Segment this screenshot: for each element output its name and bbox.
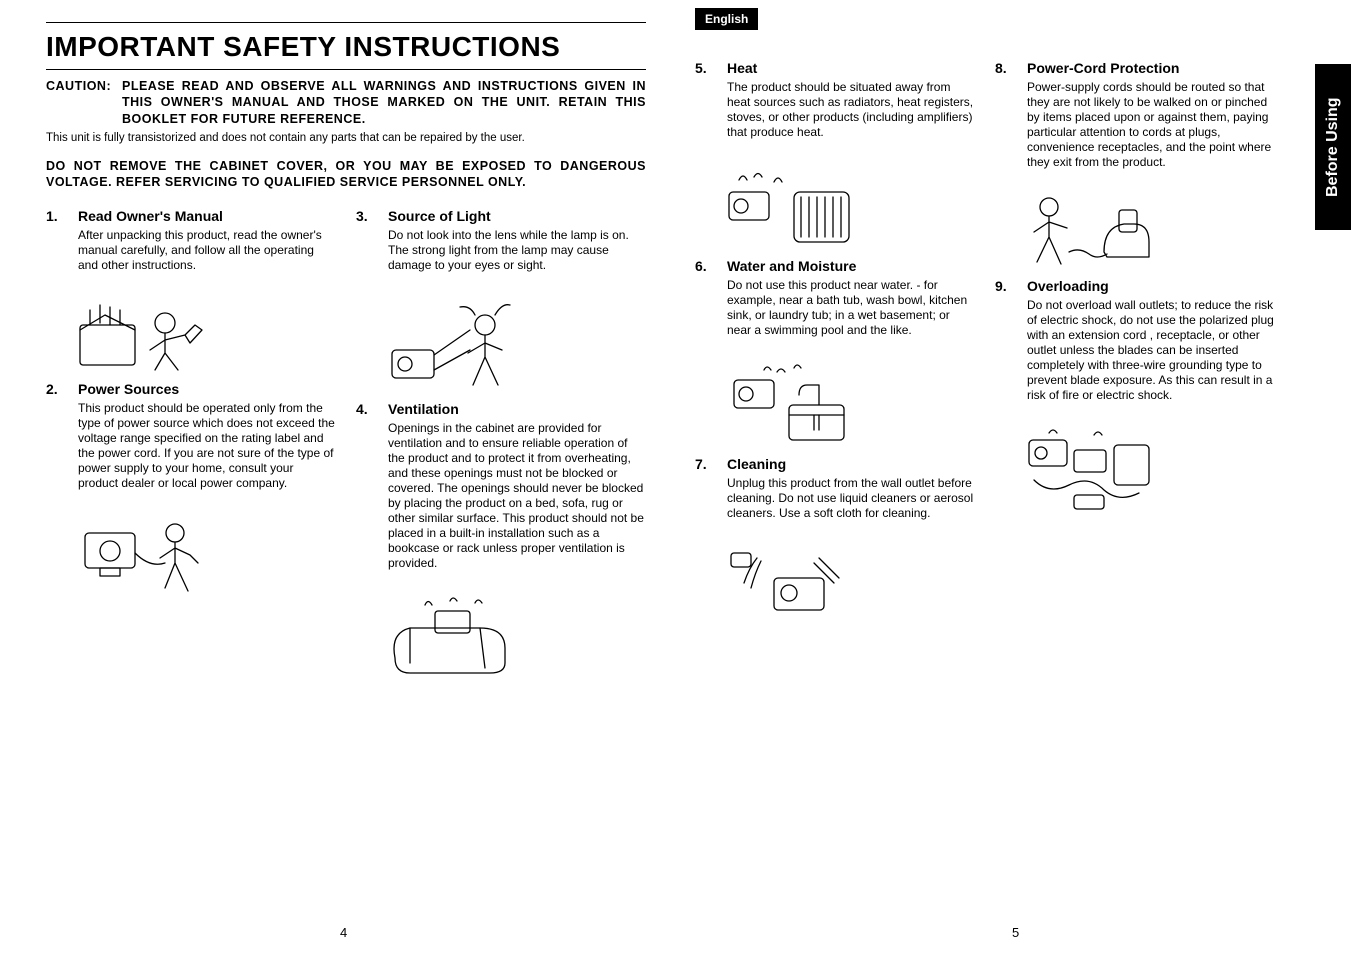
instr-num: 5. <box>695 60 727 140</box>
instr-num: 3. <box>356 208 388 273</box>
instruction-1: 1. Read Owner's Manual After unpacking t… <box>46 208 336 273</box>
col-1: 1. Read Owner's Manual After unpacking t… <box>46 208 336 689</box>
language-badge: English <box>695 8 758 30</box>
illustration-overload-icon <box>1019 425 1159 515</box>
page-right: 5. Heat The product should be situated a… <box>695 60 1275 629</box>
instr-text: Openings in the cabinet are provided for… <box>388 421 646 571</box>
instruction-6: 6. Water and Moisture Do not use this pr… <box>695 258 975 338</box>
page-title: IMPORTANT SAFETY INSTRUCTIONS <box>46 31 646 63</box>
page-number-left: 4 <box>340 925 347 940</box>
instruction-7: 7. Cleaning Unplug this product from the… <box>695 456 975 521</box>
cabinet-warning: DO NOT REMOVE THE CABINET COVER, OR YOU … <box>46 158 646 191</box>
illustration-heat-icon <box>719 162 859 252</box>
page-number-right: 5 <box>1012 925 1019 940</box>
instruction-5: 5. Heat The product should be situated a… <box>695 60 975 140</box>
instr-title: Overloading <box>1027 278 1275 294</box>
instr-num: 1. <box>46 208 78 273</box>
instruction-8: 8. Power-Cord Protection Power-supply co… <box>995 60 1275 170</box>
page-left: IMPORTANT SAFETY INSTRUCTIONS CAUTION: P… <box>46 20 646 689</box>
transistor-note: This unit is fully transistorized and do… <box>46 131 646 145</box>
instr-title: Water and Moisture <box>727 258 975 274</box>
illustration-cleaning-icon <box>719 543 859 623</box>
instr-text: Unplug this product from the wall outlet… <box>727 476 975 521</box>
caution-block: CAUTION: PLEASE READ AND OBSERVE ALL WAR… <box>46 78 646 127</box>
instruction-3: 3. Source of Light Do not look into the … <box>356 208 646 273</box>
instr-title: Power Sources <box>78 381 336 397</box>
right-columns: 5. Heat The product should be situated a… <box>695 60 1275 629</box>
instr-text: After unpacking this product, read the o… <box>78 228 336 273</box>
illustration-cord-icon <box>1019 192 1159 272</box>
instruction-9: 9. Overloading Do not overload wall outl… <box>995 278 1275 403</box>
instr-title: Source of Light <box>388 208 646 224</box>
instr-title: Heat <box>727 60 975 76</box>
illustration-water-icon <box>719 360 859 450</box>
instr-title: Read Owner's Manual <box>78 208 336 224</box>
col-2: 3. Source of Light Do not look into the … <box>356 208 646 689</box>
left-columns: 1. Read Owner's Manual After unpacking t… <box>46 208 646 689</box>
illustration-ventilation-icon <box>380 593 520 683</box>
instr-num: 8. <box>995 60 1027 170</box>
instruction-2: 2. Power Sources This product should be … <box>46 381 336 491</box>
instr-text: Power-supply cords should be routed so t… <box>1027 80 1275 170</box>
instr-text: Do not overload wall outlets; to reduce … <box>1027 298 1275 403</box>
instruction-4: 4. Ventilation Openings in the cabinet a… <box>356 401 646 571</box>
instr-num: 7. <box>695 456 727 521</box>
instr-title: Cleaning <box>727 456 975 472</box>
instr-text: The product should be situated away from… <box>727 80 975 140</box>
instr-num: 9. <box>995 278 1027 403</box>
instr-num: 4. <box>356 401 388 571</box>
divider <box>46 22 646 23</box>
instr-text: Do not use this product near water. - fo… <box>727 278 975 338</box>
caution-text: PLEASE READ AND OBSERVE ALL WARNINGS AND… <box>122 78 646 127</box>
instr-num: 6. <box>695 258 727 338</box>
instr-text: This product should be operated only fro… <box>78 401 336 491</box>
illustration-light-icon <box>380 295 520 395</box>
illustration-power-icon <box>70 513 210 603</box>
col-4: 8. Power-Cord Protection Power-supply co… <box>995 60 1275 629</box>
instr-num: 2. <box>46 381 78 491</box>
instr-title: Ventilation <box>388 401 646 417</box>
divider <box>46 69 646 70</box>
col-3: 5. Heat The product should be situated a… <box>695 60 975 629</box>
instr-text: Do not look into the lens while the lamp… <box>388 228 646 273</box>
section-tab-before-using: Before Using <box>1315 64 1351 230</box>
instr-title: Power-Cord Protection <box>1027 60 1275 76</box>
illustration-manual-icon <box>70 295 210 375</box>
caution-label: CAUTION: <box>46 78 122 127</box>
